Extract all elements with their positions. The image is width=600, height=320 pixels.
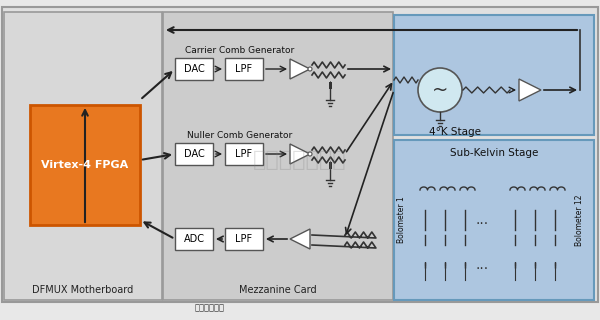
Text: Nuller Comb Generator: Nuller Comb Generator bbox=[187, 131, 293, 140]
Text: DFMUX Motherboard: DFMUX Motherboard bbox=[32, 285, 134, 295]
Text: Carrier Comb Generator: Carrier Comb Generator bbox=[185, 45, 295, 54]
Bar bbox=[225, 143, 263, 165]
Circle shape bbox=[308, 67, 312, 71]
Bar bbox=[163, 12, 393, 300]
Bar bbox=[394, 15, 594, 135]
Bar bbox=[4, 12, 162, 300]
Text: DAC: DAC bbox=[184, 64, 205, 74]
Text: ADC: ADC bbox=[184, 234, 205, 244]
Polygon shape bbox=[290, 229, 310, 249]
Polygon shape bbox=[290, 144, 310, 164]
Text: Mezzanine Card: Mezzanine Card bbox=[239, 285, 317, 295]
Bar bbox=[225, 228, 263, 250]
Polygon shape bbox=[519, 79, 541, 101]
Text: Sub-Kelvin Stage: Sub-Kelvin Stage bbox=[450, 148, 538, 158]
Bar bbox=[175, 143, 213, 165]
Text: Bolometer 1: Bolometer 1 bbox=[397, 196, 407, 244]
Text: ...: ... bbox=[475, 258, 488, 272]
Text: LPF: LPF bbox=[235, 64, 253, 74]
Circle shape bbox=[418, 68, 462, 112]
Text: DAC: DAC bbox=[184, 149, 205, 159]
Text: 4°K Stage: 4°K Stage bbox=[429, 127, 481, 137]
Bar bbox=[30, 105, 140, 225]
Bar bbox=[394, 140, 594, 300]
Text: 寒夙思电子社区: 寒夙思电子社区 bbox=[253, 150, 347, 170]
Text: LPF: LPF bbox=[235, 234, 253, 244]
Circle shape bbox=[308, 152, 312, 156]
Bar bbox=[175, 228, 213, 250]
Polygon shape bbox=[290, 59, 310, 79]
Text: ~: ~ bbox=[432, 81, 448, 100]
Text: ...: ... bbox=[475, 213, 488, 227]
Bar bbox=[175, 58, 213, 80]
Text: Virtex-4 FPGA: Virtex-4 FPGA bbox=[41, 160, 128, 170]
Text: LPF: LPF bbox=[235, 149, 253, 159]
Text: 室温电子设备: 室温电子设备 bbox=[195, 303, 225, 313]
Text: Bolometer 12: Bolometer 12 bbox=[575, 194, 584, 246]
Bar bbox=[225, 58, 263, 80]
